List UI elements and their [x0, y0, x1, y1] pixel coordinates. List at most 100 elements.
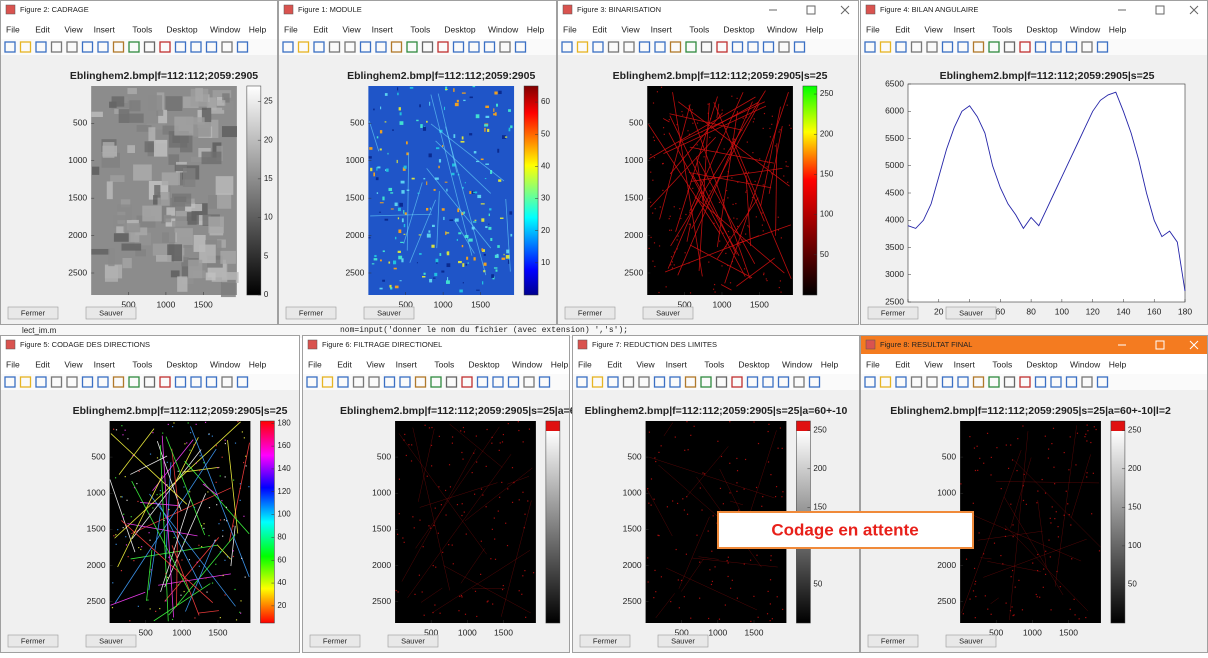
image-texture	[769, 127, 771, 130]
image-texture	[368, 120, 380, 152]
image-texture	[390, 208, 394, 210]
toolbar-icon	[492, 376, 504, 388]
image-texture	[442, 551, 444, 553]
image-texture	[397, 250, 401, 253]
button[interactable]	[363, 306, 415, 320]
image-texture	[162, 432, 164, 434]
image-texture	[239, 611, 241, 613]
image-texture	[224, 476, 226, 478]
button[interactable]	[945, 634, 997, 648]
toolbar-icon	[461, 376, 473, 388]
image-texture	[978, 532, 980, 534]
image-texture	[168, 508, 170, 511]
toolbar-icon	[747, 41, 759, 53]
image-texture	[706, 146, 708, 148]
image-texture	[461, 596, 463, 598]
image-texture	[494, 558, 497, 560]
image-texture	[753, 595, 755, 597]
image-texture	[189, 432, 192, 434]
image-texture	[702, 472, 704, 474]
x-tick-label: 1000	[458, 627, 477, 637]
image-texture	[522, 441, 524, 443]
image-texture	[650, 201, 652, 203]
button[interactable]	[7, 306, 59, 320]
image-texture	[1078, 618, 1080, 620]
image-texture	[485, 105, 489, 108]
image-texture	[428, 230, 431, 233]
image-texture	[699, 561, 701, 563]
title-bar	[1, 1, 277, 19]
image-texture	[1000, 554, 1002, 557]
image-texture	[660, 576, 662, 578]
image-texture	[653, 139, 656, 142]
image-texture	[766, 613, 769, 615]
image-texture	[120, 199, 131, 208]
image-texture	[712, 515, 714, 517]
toolbar-icon	[112, 376, 125, 388]
button[interactable]	[85, 306, 137, 320]
image-texture	[475, 435, 477, 437]
image-texture	[436, 261, 438, 264]
image-texture	[208, 433, 210, 436]
image-texture	[398, 229, 402, 234]
image-texture	[760, 106, 781, 207]
image-texture	[120, 570, 123, 572]
image-texture	[487, 600, 489, 602]
image-texture	[990, 613, 992, 615]
toolbar-icon	[988, 41, 1000, 53]
image-texture	[240, 600, 242, 602]
button[interactable]	[657, 634, 709, 648]
button[interactable]	[387, 634, 439, 648]
image-texture	[509, 211, 513, 215]
image-texture	[729, 462, 731, 464]
image-texture	[181, 260, 189, 278]
x-tick-label: 500	[399, 299, 413, 309]
image-texture	[150, 569, 152, 571]
image-texture	[435, 147, 440, 150]
image-texture	[462, 186, 464, 189]
image-texture	[220, 279, 236, 298]
image-texture	[787, 165, 789, 168]
image-area	[109, 421, 251, 623]
button[interactable]	[867, 306, 919, 320]
image-texture	[483, 270, 486, 273]
button[interactable]	[564, 306, 616, 320]
image-texture	[114, 477, 117, 479]
image-texture	[776, 596, 778, 598]
image-texture	[739, 244, 741, 246]
image-texture	[419, 253, 422, 255]
button[interactable]	[867, 634, 919, 648]
image-texture	[1002, 563, 1004, 565]
image-texture	[493, 267, 498, 269]
image-texture	[521, 593, 523, 595]
y-tick-label: 1000	[624, 155, 643, 165]
button[interactable]	[579, 634, 631, 648]
image-texture	[1037, 500, 1047, 568]
image-texture	[473, 191, 478, 194]
image-texture	[680, 217, 682, 220]
button[interactable]	[309, 634, 361, 648]
button[interactable]	[85, 634, 137, 648]
button[interactable]	[7, 634, 59, 648]
image-texture	[694, 196, 785, 274]
menu-item: Desktop	[723, 24, 754, 34]
editor-file: lect_im.m	[22, 326, 57, 335]
image-texture	[650, 153, 652, 156]
button[interactable]	[285, 306, 337, 320]
menu-item: Tools	[992, 24, 1012, 34]
image-texture	[471, 471, 473, 474]
button[interactable]	[945, 306, 997, 320]
x-tick-label: 1500	[209, 627, 228, 637]
image-texture	[785, 165, 787, 167]
image-texture	[411, 177, 415, 180]
image-texture	[232, 525, 235, 527]
menu-item: Insert	[954, 24, 976, 34]
image-texture	[403, 233, 406, 235]
image-texture	[462, 458, 464, 460]
image-texture	[707, 530, 709, 532]
image-texture	[752, 121, 755, 123]
button[interactable]	[642, 306, 694, 320]
image-texture	[660, 445, 662, 447]
image-texture	[239, 483, 241, 485]
image-texture	[460, 140, 465, 143]
